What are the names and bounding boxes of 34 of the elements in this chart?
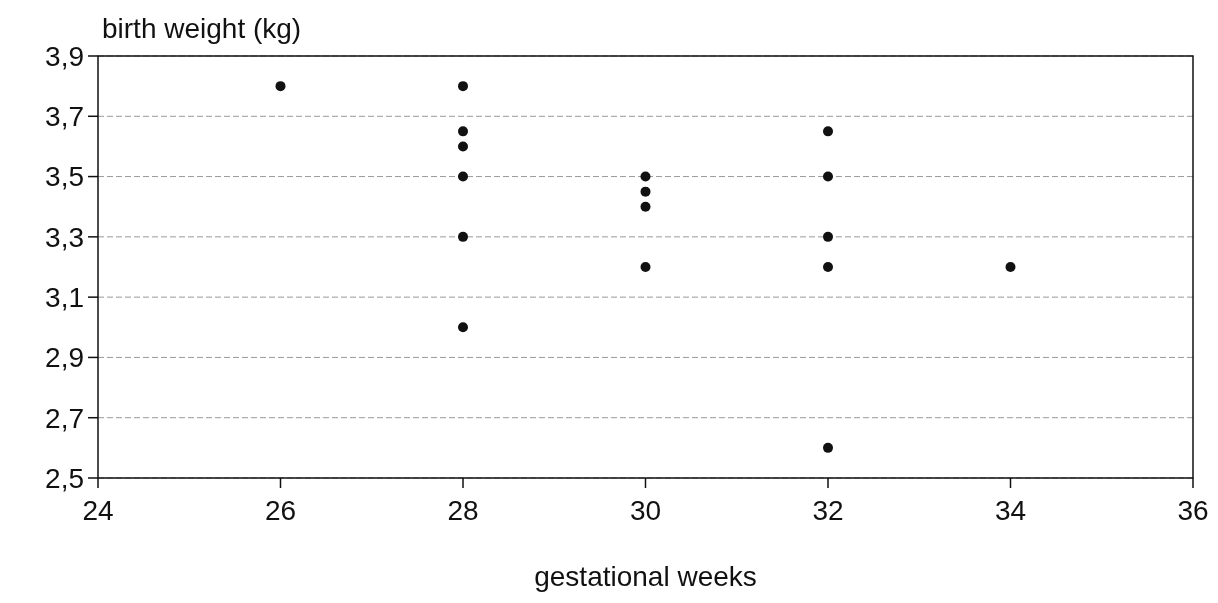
point — [458, 322, 468, 333]
point — [640, 262, 651, 272]
x-tick-label: 32 — [812, 495, 844, 526]
y-tick-label: 3,5 — [45, 161, 84, 193]
x-tick-label: 30 — [629, 495, 662, 526]
point — [640, 201, 651, 212]
point — [823, 171, 833, 182]
point — [458, 171, 468, 182]
y-tick-label: 2,9 — [45, 342, 84, 374]
point — [458, 81, 468, 92]
x-tick-label: 28 — [447, 495, 479, 526]
point — [823, 442, 833, 453]
y-tick-label: 2,5 — [45, 462, 84, 494]
point — [458, 231, 468, 242]
point — [458, 141, 468, 152]
y-tick-label: 3,7 — [45, 101, 84, 133]
x-tick-label: 26 — [264, 495, 297, 526]
point — [275, 81, 286, 92]
x-axis-title: gestational weeks — [534, 561, 757, 592]
y-tick-label: 3,9 — [45, 40, 84, 72]
point — [458, 126, 468, 137]
point — [1005, 262, 1016, 272]
y-tick-label: 2,7 — [45, 402, 84, 434]
y-axis-title: birth weight (kg) — [102, 13, 302, 44]
point — [823, 231, 833, 242]
point — [640, 171, 651, 182]
y-tick-label: 3,3 — [45, 221, 84, 253]
point — [823, 126, 833, 137]
x-tick-label: 24 — [82, 495, 114, 526]
point — [823, 262, 833, 272]
point — [640, 186, 651, 197]
x-tick-label: 34 — [994, 495, 1027, 526]
y-tick-label: 3,1 — [45, 281, 84, 313]
x-tick-label: 36 — [1177, 495, 1209, 526]
